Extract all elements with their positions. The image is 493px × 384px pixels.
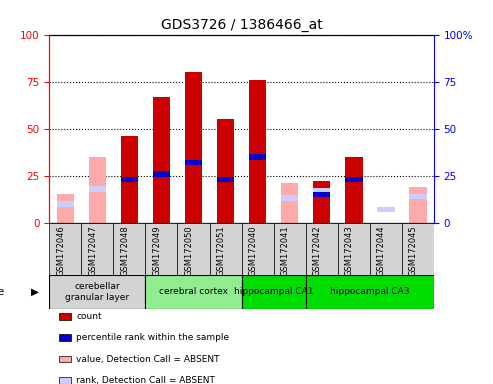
Bar: [57, 201, 74, 207]
Bar: [402, 223, 434, 275]
Bar: [185, 172, 202, 223]
Text: percentile rank within the sample: percentile rank within the sample: [76, 333, 230, 343]
Bar: [306, 275, 434, 309]
Bar: [81, 223, 113, 275]
Bar: [210, 223, 242, 275]
Bar: [89, 186, 106, 192]
Bar: [313, 181, 330, 223]
Bar: [89, 157, 106, 223]
Bar: [185, 160, 202, 166]
Text: GSM172048: GSM172048: [120, 225, 129, 276]
Bar: [338, 223, 370, 275]
Bar: [242, 275, 306, 309]
Bar: [377, 207, 394, 212]
Bar: [249, 154, 266, 160]
Bar: [185, 72, 202, 223]
Text: count: count: [76, 312, 102, 321]
Text: GSM172050: GSM172050: [184, 225, 193, 276]
Bar: [370, 223, 402, 275]
Text: GSM172047: GSM172047: [88, 225, 98, 276]
Bar: [177, 223, 210, 275]
Bar: [217, 177, 234, 182]
Text: GSM172044: GSM172044: [377, 225, 386, 276]
Bar: [345, 157, 362, 223]
Bar: [313, 188, 330, 194]
Text: rank, Detection Call = ABSENT: rank, Detection Call = ABSENT: [76, 376, 215, 384]
Bar: [49, 275, 145, 309]
Title: GDS3726 / 1386466_at: GDS3726 / 1386466_at: [161, 18, 322, 32]
Bar: [153, 171, 170, 177]
Bar: [145, 223, 177, 275]
Bar: [409, 194, 426, 199]
Bar: [121, 179, 138, 223]
Text: GSM172043: GSM172043: [345, 225, 353, 276]
Text: cerebellar
granular layer: cerebellar granular layer: [65, 282, 130, 301]
Bar: [145, 275, 242, 309]
Bar: [242, 223, 274, 275]
Text: value, Detection Call = ABSENT: value, Detection Call = ABSENT: [76, 354, 220, 364]
Bar: [409, 187, 426, 223]
Bar: [121, 136, 138, 223]
Bar: [281, 183, 298, 223]
Text: hippocampal CA3: hippocampal CA3: [330, 287, 410, 296]
Bar: [153, 97, 170, 223]
Text: cerebral cortex: cerebral cortex: [159, 287, 228, 296]
Bar: [281, 195, 298, 201]
Bar: [121, 177, 138, 182]
Text: GSM172045: GSM172045: [409, 225, 418, 276]
Bar: [274, 223, 306, 275]
Bar: [313, 192, 330, 197]
Bar: [306, 223, 338, 275]
Text: tissue: tissue: [0, 287, 5, 297]
Bar: [345, 177, 362, 182]
Text: GSM172051: GSM172051: [216, 225, 225, 276]
Bar: [57, 195, 74, 223]
Text: GSM172049: GSM172049: [152, 225, 161, 276]
Text: GSM172040: GSM172040: [248, 225, 257, 276]
Bar: [113, 223, 145, 275]
Bar: [217, 119, 234, 223]
Bar: [249, 80, 266, 223]
Text: GSM172046: GSM172046: [56, 225, 65, 276]
Text: GSM172041: GSM172041: [281, 225, 290, 276]
Text: ▶: ▶: [32, 287, 39, 297]
Bar: [49, 223, 81, 275]
Text: hippocampal CA1: hippocampal CA1: [234, 287, 314, 296]
Text: GSM172042: GSM172042: [313, 225, 321, 276]
